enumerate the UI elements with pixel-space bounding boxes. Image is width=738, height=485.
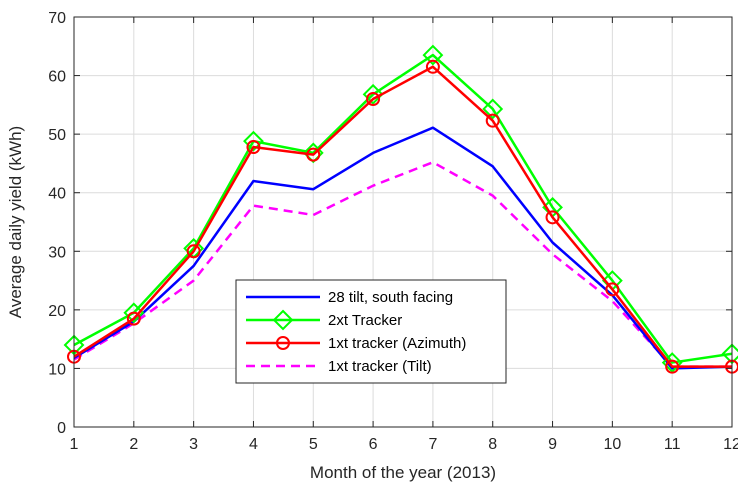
data-point-diamond [482, 98, 504, 120]
data-point-circle [366, 92, 381, 106]
legend-marker [276, 336, 290, 350]
data-point-circle [485, 113, 500, 128]
legend-label: 2xt Tracker [328, 312, 402, 329]
x-tick-label: 4 [249, 436, 258, 453]
y-tick-label: 60 [48, 69, 66, 86]
legend-marker [272, 309, 294, 331]
x-tick-label: 7 [428, 436, 437, 453]
x-tick-label: 10 [603, 436, 621, 453]
x-tick-label: 11 [664, 436, 681, 453]
x-axis-label: Month of the year (2013) [310, 463, 496, 482]
y-axis-label: Average daily yield (kWh) [6, 126, 25, 318]
data-point-circle [126, 311, 141, 326]
data-point-diamond [123, 302, 145, 324]
data-point-circle [545, 210, 560, 225]
data-point-circle [246, 140, 261, 155]
series-line [73, 161, 732, 368]
x-tick-label: 9 [548, 436, 557, 453]
legend-entry: 1xt tracker (Tilt) [246, 358, 432, 375]
y-tick-label: 0 [57, 420, 66, 437]
legend-entry: 2xt Tracker [246, 309, 402, 331]
y-tick-label: 20 [48, 303, 66, 320]
ticks [73, 16, 733, 428]
x-tick-label: 6 [369, 436, 378, 453]
series-line [73, 65, 732, 368]
legend-label: 1xt tracker (Tilt) [328, 358, 432, 375]
series-line [73, 53, 733, 364]
data-point-circle [605, 282, 620, 297]
data-point-circle [306, 147, 321, 162]
x-tick-label: 3 [189, 436, 198, 453]
legend-label: 1xt tracker (Azimuth) [328, 335, 466, 352]
x-tick-label: 12 [723, 436, 738, 453]
legend-entry: 1xt tracker (Azimuth) [246, 335, 466, 352]
series-28-tilt-south-facing [73, 126, 733, 370]
legend-label: 28 tilt, south facing [328, 289, 453, 306]
data-point-diamond [422, 44, 444, 66]
x-tick-label: 8 [488, 436, 497, 453]
data-point-circle [425, 59, 440, 74]
data-point-circle [665, 359, 680, 374]
x-tick-label: 1 [70, 436, 79, 453]
legend: 28 tilt, south facing 2xt Tracker 1xt trac… [235, 279, 507, 384]
x-tick-label: 2 [129, 436, 138, 453]
data-point-circle [186, 244, 201, 259]
y-tick-label: 50 [48, 127, 66, 144]
data-point-diamond [243, 130, 264, 152]
y-tick-label: 30 [48, 244, 66, 261]
series-1xt-tracker-tilt [73, 161, 732, 368]
series-line [73, 126, 733, 370]
plot-border [73, 16, 733, 428]
y-tick-label: 10 [48, 361, 66, 378]
y-tick-label: 70 [48, 10, 66, 27]
data-point-diamond [362, 83, 384, 105]
legend-entry: 28 tilt, south facing [246, 289, 453, 306]
series-layer [63, 44, 738, 374]
x-tick-label: 5 [309, 436, 318, 453]
y-tick-label: 40 [48, 186, 66, 203]
